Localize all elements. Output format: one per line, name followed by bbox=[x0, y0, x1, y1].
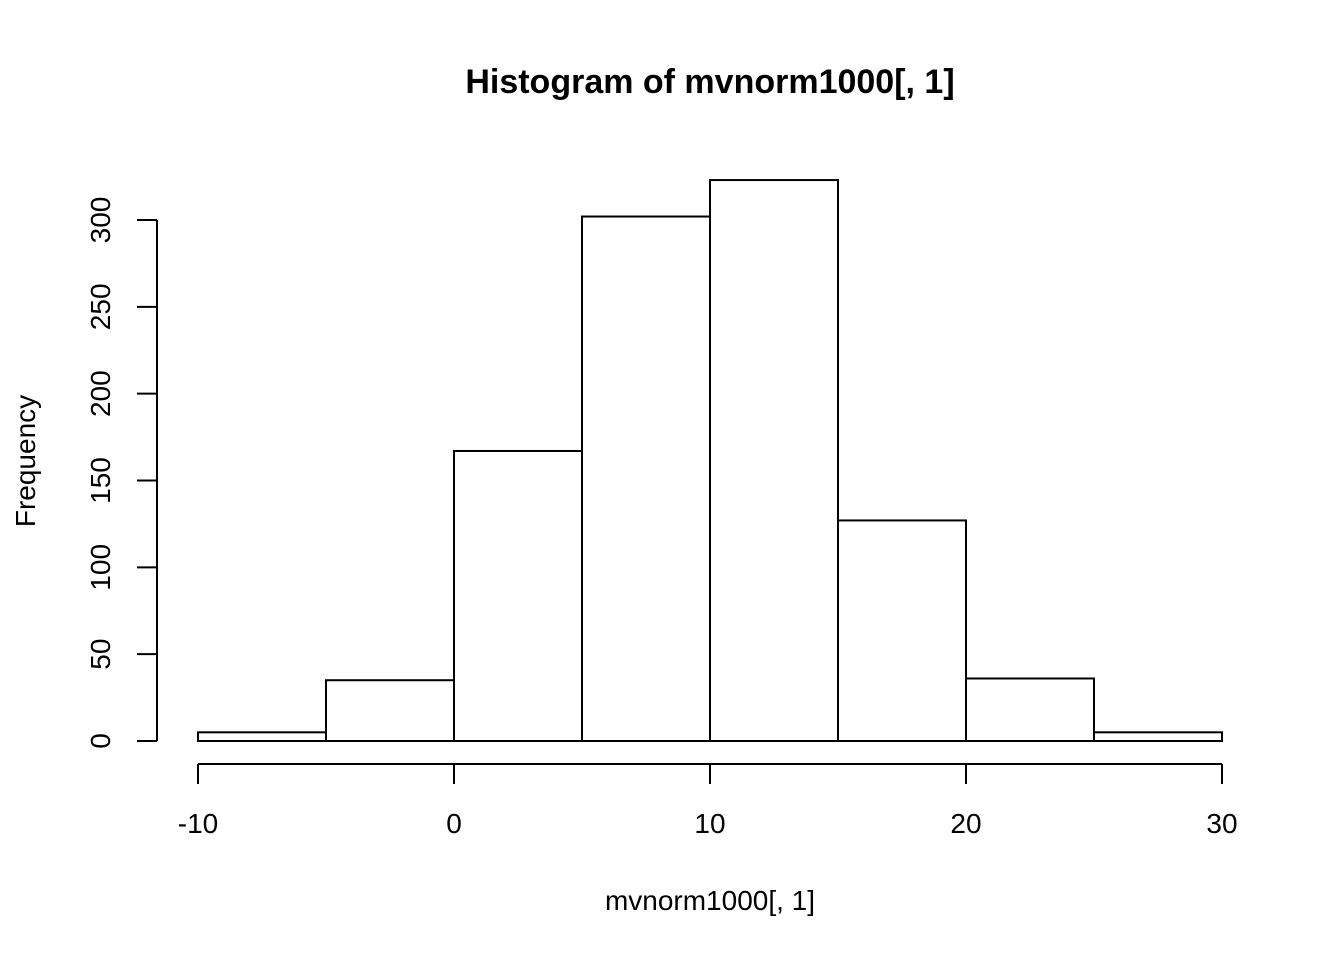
histogram-bar-7 bbox=[1093, 731, 1223, 742]
y-tick-label-6: 300 bbox=[85, 197, 116, 244]
histogram-bar-2 bbox=[453, 449, 583, 742]
x-tick-label-4: 30 bbox=[1206, 808, 1237, 839]
y-tick-label-3: 150 bbox=[85, 457, 116, 504]
histogram-bar-4 bbox=[709, 179, 839, 743]
y-axis-label: Frequency bbox=[10, 395, 41, 527]
y-tick-label-5: 250 bbox=[85, 283, 116, 330]
y-tick-label-1: 50 bbox=[85, 639, 116, 670]
histogram-bar-3 bbox=[581, 215, 711, 742]
histogram-bars bbox=[197, 179, 1223, 743]
y-tick-label-0: 0 bbox=[85, 733, 116, 749]
y-tick-label-2: 100 bbox=[85, 544, 116, 591]
histogram-bar-1 bbox=[325, 679, 455, 743]
x-tick-label-3: 20 bbox=[950, 808, 981, 839]
chart-title: Histogram of mvnorm1000[, 1] bbox=[465, 63, 954, 101]
x-axis: -10 0 10 20 30 bbox=[178, 763, 1238, 839]
x-tick-label-0: -10 bbox=[178, 808, 218, 839]
histogram-bar-6 bbox=[965, 677, 1095, 742]
x-tick-label-2: 10 bbox=[694, 808, 725, 839]
histogram-bar-0 bbox=[197, 731, 327, 742]
x-tick-label-1: 0 bbox=[446, 808, 462, 839]
x-axis-label: mvnorm1000[, 1] bbox=[605, 885, 815, 916]
y-axis: 0 50 100 150 200 250 300 bbox=[85, 197, 158, 749]
histogram-bar-5 bbox=[837, 519, 967, 743]
y-tick-label-4: 200 bbox=[85, 370, 116, 417]
